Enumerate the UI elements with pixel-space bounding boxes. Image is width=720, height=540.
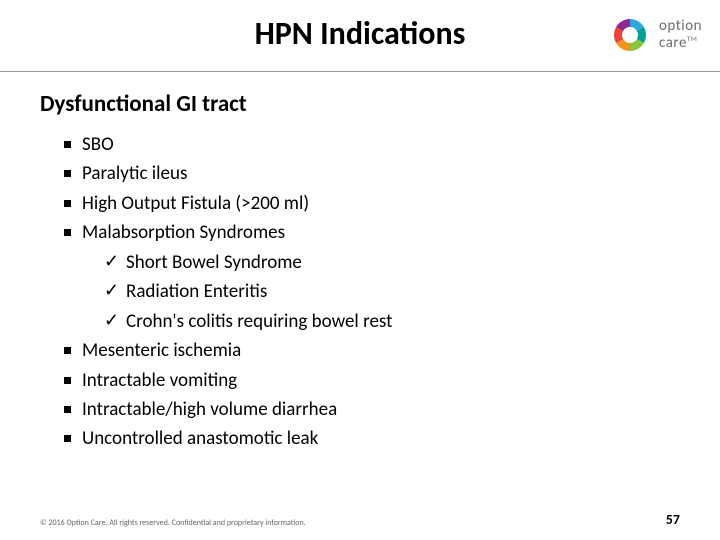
bullet-list: SBO Paralytic ileus High Output Fistula …: [40, 130, 680, 454]
sub-list-item: Radiation Enteritis: [104, 277, 680, 306]
brand-logo: option careTM: [609, 14, 702, 56]
list-item: Mesenteric ischemia: [64, 336, 680, 365]
logo-tm: TM: [687, 34, 697, 43]
title-bar: HPN Indications option careTM: [0, 0, 720, 72]
list-item: Uncontrolled anastomotic leak: [64, 424, 680, 453]
list-item: Paralytic ileus: [64, 159, 680, 188]
list-item: Intractable vomiting: [64, 366, 680, 395]
sub-list-item: Crohn's colitis requiring bowel rest: [104, 307, 680, 336]
logo-text-line1: option: [659, 17, 702, 35]
sub-list-item: Short Bowel Syndrome: [104, 248, 680, 277]
page-number: 57: [666, 511, 680, 528]
sub-list: Short Bowel Syndrome Radiation Enteritis…: [82, 248, 680, 336]
content-area: Dysfunctional GI tract SBO Paralytic ile…: [0, 72, 720, 454]
logo-text: option careTM: [659, 19, 702, 52]
logo-text-line2: care: [659, 34, 687, 52]
copyright-text: © 2016 Option Care. All rights reserved.…: [40, 518, 306, 528]
list-item: SBO: [64, 130, 680, 159]
logo-swirl-icon: [609, 14, 651, 56]
list-item: Intractable/high volume diarrhea: [64, 395, 680, 424]
list-item: High Output Fistula (>200 ml): [64, 189, 680, 218]
section-subhead: Dysfunctional GI tract: [40, 90, 680, 118]
slide-footer: © 2016 Option Care. All rights reserved.…: [40, 511, 680, 528]
list-item: Malabsorption Syndromes Short Bowel Synd…: [64, 218, 680, 336]
